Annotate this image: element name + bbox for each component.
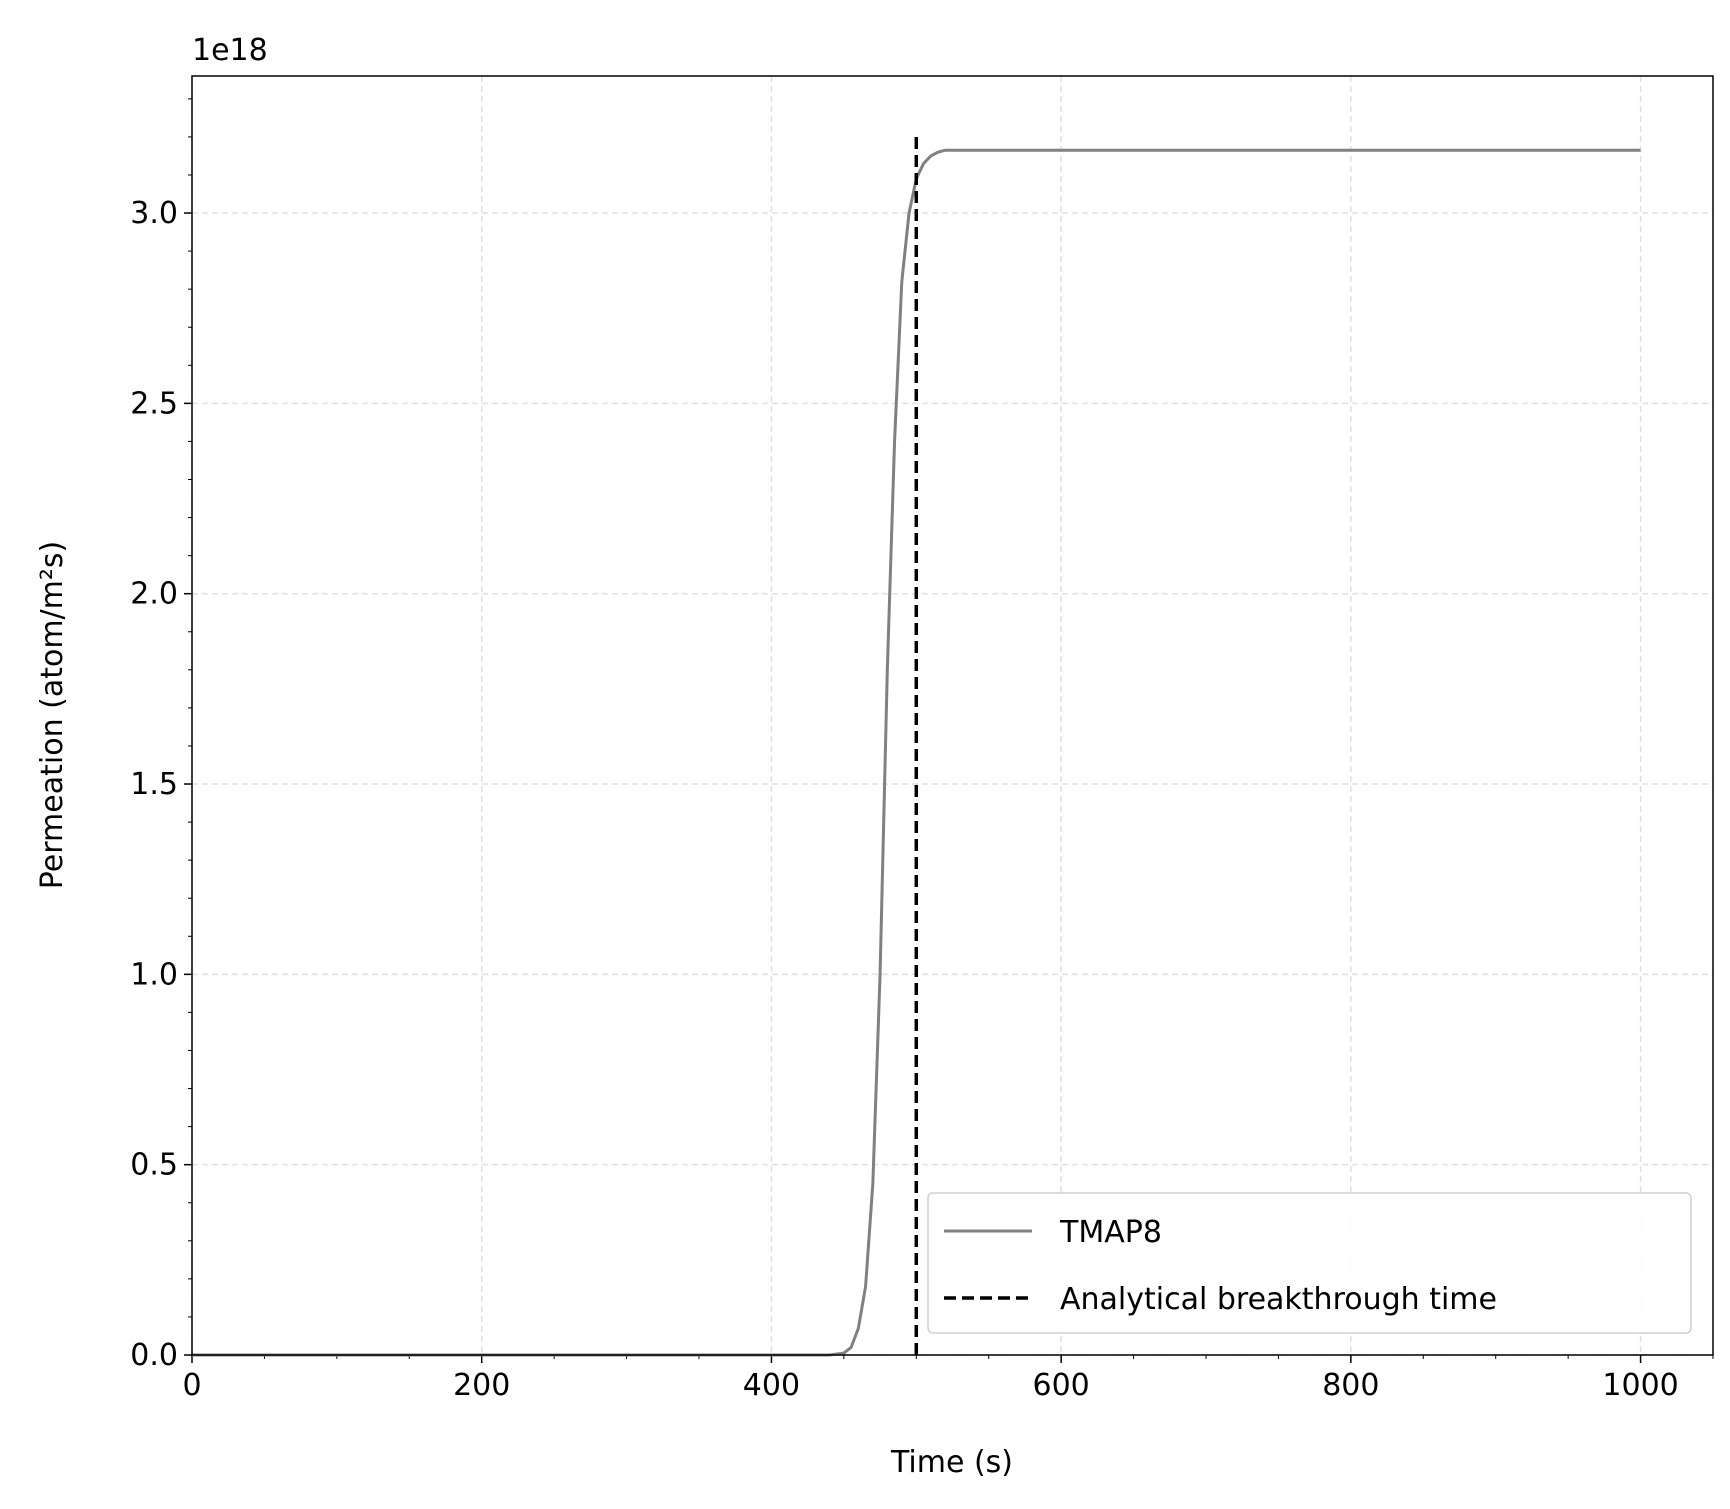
y-tick-label: 1.0	[130, 957, 178, 992]
offset-label: 1e18	[192, 33, 268, 68]
y-tick-label: 3.0	[130, 196, 178, 231]
x-tick-label: 400	[743, 1368, 800, 1403]
legend-box	[927, 1192, 1692, 1334]
x-tick-label: 0	[182, 1368, 201, 1403]
x-axis-label: Time (s)	[890, 1445, 1013, 1480]
legend: TMAP8 Analytical breakthrough time	[927, 1192, 1692, 1334]
y-tick-label: 2.0	[130, 577, 178, 612]
y-axis-label: Permeation (atom/m²s)	[35, 541, 70, 889]
axes-frame	[191, 75, 1714, 1356]
y-tick-label: 1.5	[130, 767, 178, 802]
x-tick-label: 200	[453, 1368, 510, 1403]
x-tick-label: 600	[1033, 1368, 1090, 1403]
x-tick-label: 800	[1322, 1368, 1379, 1403]
legend-label: Analytical breakthrough time	[1060, 1282, 1497, 1317]
y-tick-label: 2.5	[130, 386, 178, 421]
legend-label: TMAP8	[1059, 1215, 1162, 1250]
y-tick-label: 0.5	[130, 1148, 178, 1183]
x-tick-label: 1000	[1602, 1368, 1678, 1403]
y-tick-label: 0.0	[130, 1338, 178, 1373]
